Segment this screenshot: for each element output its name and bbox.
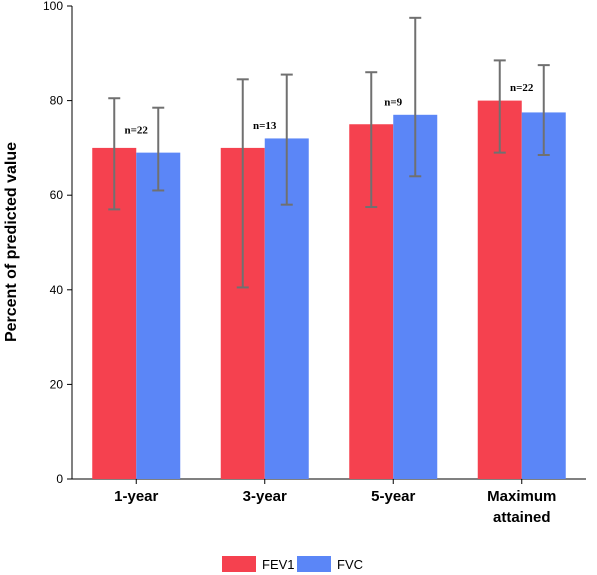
bar-fvc <box>521 112 566 480</box>
sample-size-label: n=22 <box>510 82 534 94</box>
x-tick-label: 1-year <box>114 488 158 505</box>
sample-size-label: n=22 <box>125 125 149 137</box>
plot-area: 0 20 40 60 80 100 n=22 1-year n=13 3-year n=9 5-yea… <box>43 0 586 526</box>
y-tick-label: 40 <box>50 283 64 297</box>
y-tick-label: 0 <box>56 472 63 486</box>
y-axis-title: Percent of predicted value <box>3 142 20 342</box>
legend-label-fvc: FVC <box>337 557 363 572</box>
y-tick-label: 100 <box>43 0 63 13</box>
legend-label-fev1: FEV1 <box>262 557 295 572</box>
bar-fev1 <box>477 100 522 479</box>
x-tick-label: 5-year <box>371 488 415 505</box>
legend: FEV1 FVC <box>222 556 363 572</box>
y-tick-label: 80 <box>50 94 64 108</box>
x-tick-label: Maximum <box>487 488 556 505</box>
x-tick-label: attained <box>493 509 551 526</box>
y-tick-label: 20 <box>50 377 64 391</box>
x-tick-label: 3-year <box>243 488 287 505</box>
legend-swatch-fvc <box>297 556 331 572</box>
legend-swatch-fev1 <box>222 556 256 572</box>
bar-fvc <box>136 152 181 479</box>
sample-size-label: n=9 <box>384 96 402 108</box>
sample-size-label: n=13 <box>253 120 277 132</box>
y-tick-label: 60 <box>50 188 64 202</box>
